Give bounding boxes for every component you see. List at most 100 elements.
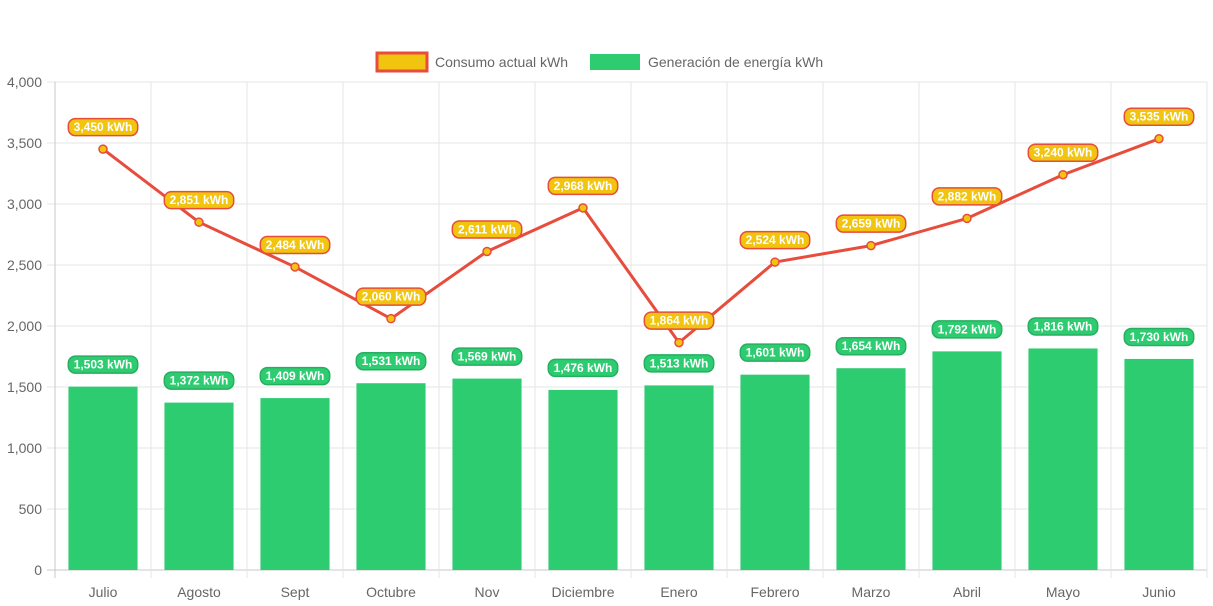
bar-julio[interactable] [68, 386, 138, 570]
line-point-nov[interactable] [482, 246, 492, 257]
y-tick-label: 2,000 [7, 318, 42, 334]
bar-data-label: 1,372 kWh [163, 371, 235, 390]
bar-nov[interactable] [452, 378, 522, 570]
data-labels: 1,503 kWh 1,372 kWh 1,409 kWh 1,531 kWh 1,56… [67, 107, 1195, 390]
gridlines [47, 81, 1208, 578]
x-tick-label: Nov [475, 584, 500, 600]
line-point-enero[interactable] [674, 337, 684, 348]
x-tick-label: Octubre [366, 584, 416, 600]
bar-enero[interactable] [644, 385, 714, 570]
y-tick-label: 4,000 [7, 74, 42, 90]
line-data-label: 3,450 kWh [67, 117, 139, 137]
line-point-agosto[interactable] [194, 217, 204, 227]
bar-abril[interactable] [932, 351, 1002, 570]
line-data-label: 2,659 kWh [835, 214, 907, 233]
line-data-label: 2,484 kWh [259, 235, 331, 255]
bar-octubre[interactable] [356, 383, 426, 570]
bar-data-label-text: 1,601 kWh [746, 346, 805, 360]
line-point-febrero[interactable] [770, 257, 780, 267]
bar-data-label-text: 1,730 kWh [1130, 330, 1189, 344]
legend-swatch-generacion [590, 54, 640, 70]
x-tick-label: Mayo [1046, 584, 1080, 600]
line-point-diciembre[interactable] [578, 203, 588, 213]
bar-data-label: 1,409 kWh [259, 366, 331, 386]
line-data-label-bg [163, 190, 235, 210]
y-tick-label: 0 [34, 562, 42, 578]
line-series [98, 133, 1164, 348]
bar-data-label-bg [547, 358, 619, 378]
line-data-label: 2,524 kWh [739, 230, 811, 250]
legend[interactable]: Consumo actual kWh Generación de energía… [375, 51, 823, 73]
bar-junio[interactable] [1124, 358, 1194, 570]
bar-data-label-text: 1,372 kWh [170, 374, 229, 388]
legend-swatch-consumo [375, 51, 429, 73]
x-tick-label: Marzo [852, 584, 891, 600]
x-tick-label: Julio [89, 584, 118, 600]
bar-data-label-bg [355, 351, 427, 371]
bar-data-label-bg [1123, 327, 1195, 347]
line-data-label: 2,060 kWh [355, 287, 427, 306]
bar-febrero[interactable] [740, 374, 810, 570]
bar-series [68, 348, 1194, 570]
bar-data-label: 1,730 kWh [1123, 327, 1195, 347]
bar-diciembre[interactable] [548, 389, 618, 570]
consumo-line [102, 137, 1160, 345]
y-tick-label: 1,500 [7, 379, 42, 395]
line-data-label-bg [355, 287, 427, 306]
line-data-label-text: 2,851 kWh [170, 193, 229, 207]
bar-data-label-bg [451, 347, 523, 366]
legend-item-consumo[interactable]: Consumo actual kWh [375, 51, 568, 73]
line-data-label-bg [451, 220, 523, 239]
bar-mayo[interactable] [1028, 348, 1098, 570]
line-point-mayo[interactable] [1058, 169, 1068, 180]
line-data-label-text: 3,535 kWh [1130, 110, 1189, 124]
legend-item-generacion[interactable]: Generación de energía kWh [590, 54, 823, 70]
x-axis: Julio Agosto Sept Octubre Nov Diciembre Enero F… [89, 584, 1176, 600]
line-data-label-text: 2,524 kWh [746, 233, 805, 247]
line-point-junio[interactable] [1154, 133, 1164, 144]
bar-data-label-text: 1,654 kWh [842, 339, 901, 353]
line-data-label-bg [931, 187, 1003, 206]
line-point-sept[interactable] [290, 262, 300, 272]
line-data-label-text: 3,240 kWh [1034, 146, 1093, 160]
bar-data-label-bg [259, 366, 331, 386]
bar-data-label: 1,569 kWh [451, 347, 523, 366]
bar-sept[interactable] [260, 398, 330, 570]
line-data-label: 2,968 kWh [547, 176, 619, 196]
x-tick-label: Diciembre [551, 584, 614, 600]
line-data-label-text: 2,968 kWh [554, 179, 613, 193]
y-axis: 0 500 1,000 1,500 2,000 2,500 3,000 3,500 4,000 [7, 74, 42, 578]
line-data-label: 3,240 kWh [1027, 143, 1099, 162]
line-data-label: 1,864 kWh [643, 311, 715, 330]
bar-data-label-text: 1,513 kWh [650, 356, 709, 370]
x-tick-label: Abril [953, 584, 981, 600]
line-data-label-bg [835, 214, 907, 233]
y-tick-label: 2,500 [7, 257, 42, 273]
line-data-label: 2,851 kWh [163, 190, 235, 210]
bar-data-label-text: 1,569 kWh [458, 350, 517, 364]
line-data-label-bg [547, 176, 619, 196]
bar-data-label: 1,816 kWh [1027, 317, 1099, 336]
bar-data-label-bg [931, 320, 1003, 339]
bar-marzo[interactable] [836, 368, 906, 570]
line-data-label-bg [67, 117, 139, 137]
line-data-label-text: 2,882 kWh [938, 189, 997, 203]
bar-data-label: 1,476 kWh [547, 358, 619, 378]
bar-data-label: 1,654 kWh [835, 336, 907, 356]
line-point-julio[interactable] [98, 144, 108, 154]
line-data-label: 3,535 kWh [1123, 107, 1195, 126]
y-tick-label: 3,000 [7, 196, 42, 212]
bar-data-label: 1,503 kWh [67, 355, 139, 374]
line-data-label-bg [1123, 107, 1195, 126]
x-tick-label: Sept [281, 584, 310, 600]
line-point-abril[interactable] [962, 213, 972, 224]
bar-data-label-bg [67, 355, 139, 374]
bar-data-label-text: 1,503 kWh [74, 358, 133, 372]
bar-data-label-text: 1,476 kWh [554, 361, 613, 375]
line-point-octubre[interactable] [386, 313, 396, 324]
line-point-marzo[interactable] [866, 240, 876, 251]
bar-agosto[interactable] [164, 402, 234, 570]
x-tick-label: Febrero [750, 584, 799, 600]
y-tick-label: 3,500 [7, 135, 42, 151]
line-data-label-bg [739, 230, 811, 250]
